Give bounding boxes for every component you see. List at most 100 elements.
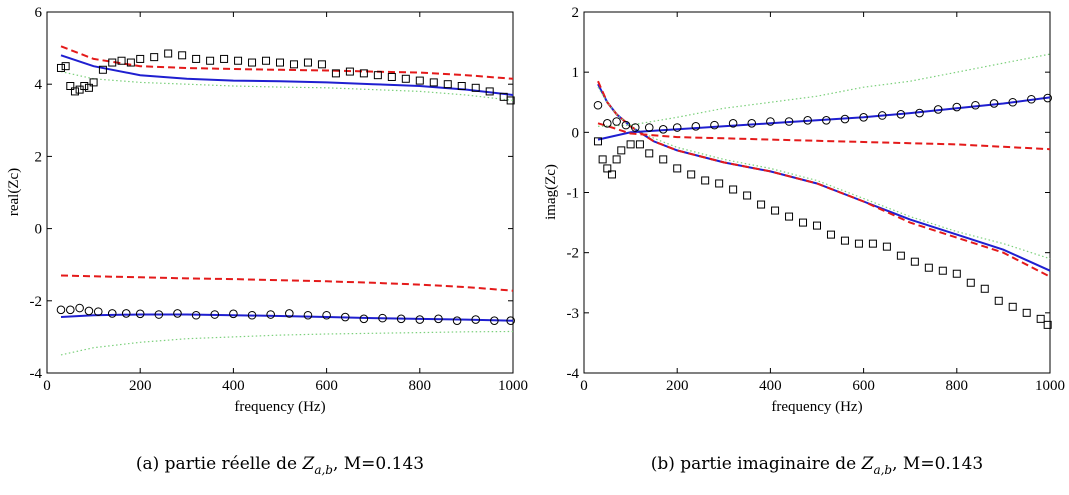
y-axis-label: imag(Zc) bbox=[543, 164, 559, 220]
data-point-circle bbox=[1027, 94, 1036, 104]
data-point-circle bbox=[630, 123, 640, 132]
series-line-solid bbox=[60, 54, 514, 96]
series-line-dotted bbox=[60, 330, 514, 356]
data-point-circle bbox=[452, 316, 462, 325]
panel-real: 0 200 400 600 800 1000 -4 -2 0 2 4 6 frequency (Hz… bbox=[6, 5, 528, 477]
caption-prefix: (a) partie réelle de bbox=[136, 454, 303, 474]
data-point-square bbox=[61, 62, 70, 71]
data-point-square bbox=[70, 87, 79, 96]
y-tick-label: -4 bbox=[30, 366, 43, 382]
caption-var: Z bbox=[861, 454, 875, 474]
data-point-circle bbox=[784, 117, 794, 126]
data-point-circle bbox=[93, 307, 103, 316]
data-point-square bbox=[276, 58, 284, 67]
x-tick-label: 0 bbox=[580, 378, 588, 394]
x-ticks: 0 200 400 600 800 1000 bbox=[580, 12, 1065, 394]
data-point-square bbox=[910, 257, 919, 266]
y-ticks: -4 -2 0 2 4 6 bbox=[30, 5, 513, 382]
plot-frame bbox=[46, 11, 514, 374]
x-tick-label: 800 bbox=[946, 378, 969, 394]
data-point-square bbox=[1036, 314, 1045, 323]
data-point-circle bbox=[621, 120, 631, 130]
data-point-square bbox=[331, 69, 340, 78]
series-line-dashed bbox=[60, 274, 514, 292]
data-point-square bbox=[715, 179, 724, 188]
data-point-square bbox=[359, 69, 368, 78]
caption-sub: a,b bbox=[873, 463, 892, 477]
data-point-square bbox=[126, 58, 135, 67]
data-point-circle bbox=[359, 314, 369, 324]
data-point-square bbox=[1043, 320, 1052, 329]
data-point-square bbox=[687, 170, 696, 179]
data-point-circle bbox=[434, 314, 443, 324]
x-tick-label: 1000 bbox=[1035, 378, 1065, 394]
data-point-circle bbox=[121, 309, 131, 318]
data-point-circle bbox=[1043, 93, 1052, 103]
series-line-dashed bbox=[597, 122, 1051, 151]
data-point-circle bbox=[658, 125, 668, 134]
series-line-dotted bbox=[60, 71, 514, 101]
data-point-square bbox=[303, 58, 312, 67]
data-point-square bbox=[429, 78, 438, 87]
data-point-square bbox=[80, 82, 89, 91]
y-tick-label: -2 bbox=[30, 294, 43, 310]
data-point-square bbox=[598, 155, 607, 164]
x-axis-label: frequency (Hz) bbox=[771, 399, 862, 415]
x-tick-label: 200 bbox=[666, 378, 689, 394]
data-point-square bbox=[178, 51, 187, 60]
data-point-circle bbox=[56, 305, 66, 315]
y-tick-label: 0 bbox=[572, 125, 580, 141]
data-point-square bbox=[136, 54, 145, 63]
y-tick-label: 4 bbox=[35, 77, 43, 93]
data-point-square bbox=[89, 78, 98, 87]
y-tick-label: 2 bbox=[35, 149, 43, 165]
series-line-solid bbox=[597, 96, 1051, 141]
data-point-square bbox=[994, 296, 1003, 305]
data-point-square bbox=[603, 164, 612, 173]
data-point-square bbox=[345, 67, 354, 76]
data-point-circle bbox=[415, 315, 425, 324]
data-point-square bbox=[150, 53, 159, 62]
data-point-circle bbox=[766, 117, 775, 126]
data-point-square bbox=[415, 76, 424, 85]
data-point-circle bbox=[644, 123, 654, 132]
data-point-square bbox=[924, 263, 933, 272]
data-point-square bbox=[952, 269, 961, 278]
y-tick-label: 0 bbox=[35, 222, 43, 238]
y-ticks: -4 -3 -2 -1 0 1 2 bbox=[567, 5, 1050, 382]
caption-sub: a,b bbox=[314, 463, 333, 477]
data-point-circle bbox=[1008, 97, 1018, 107]
data-point-square bbox=[66, 82, 75, 91]
data-point-circle bbox=[191, 310, 201, 320]
data-point-circle bbox=[710, 120, 719, 130]
y-tick-label: -2 bbox=[567, 246, 580, 262]
data-point-circle bbox=[154, 310, 164, 319]
series-group bbox=[593, 53, 1052, 329]
data-point-circle bbox=[803, 116, 812, 125]
data-point-circle bbox=[672, 123, 682, 132]
data-point-circle bbox=[107, 309, 117, 318]
data-point-square bbox=[896, 251, 905, 260]
data-point-square bbox=[799, 218, 808, 227]
caption-a: (a) partie réelle de Za,b, M=0.143 bbox=[136, 454, 424, 477]
data-point-circle bbox=[75, 303, 84, 313]
data-point-circle bbox=[728, 119, 738, 128]
data-point-circle bbox=[989, 99, 999, 108]
data-point-square bbox=[84, 83, 93, 92]
x-tick-label: 600 bbox=[315, 378, 338, 394]
data-point-square bbox=[626, 140, 635, 149]
caption-var: Z bbox=[302, 454, 316, 474]
data-point-circle bbox=[340, 312, 350, 322]
data-point-square bbox=[743, 191, 752, 200]
caption-suffix: , M=0.143 bbox=[333, 454, 424, 474]
series-line-dotted bbox=[597, 53, 1051, 127]
data-point-square bbox=[164, 49, 173, 58]
data-point-square bbox=[192, 54, 201, 63]
data-point-square bbox=[813, 221, 821, 230]
x-tick-label: 200 bbox=[129, 378, 152, 394]
series-group bbox=[56, 45, 515, 356]
data-point-circle bbox=[915, 108, 924, 118]
data-point-square bbox=[840, 236, 849, 245]
data-point-square bbox=[854, 239, 863, 248]
